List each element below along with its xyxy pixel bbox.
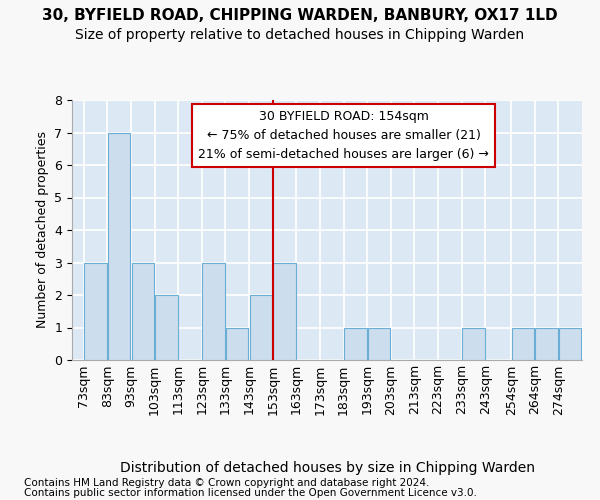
Text: 30, BYFIELD ROAD, CHIPPING WARDEN, BANBURY, OX17 1LD: 30, BYFIELD ROAD, CHIPPING WARDEN, BANBU… [42,8,558,22]
Bar [85,262,107,360]
Bar [155,295,178,360]
Bar [368,328,390,360]
Text: Contains HM Land Registry data © Crown copyright and database right 2024.: Contains HM Land Registry data © Crown c… [24,478,430,488]
Bar [344,328,367,360]
Y-axis label: Number of detached properties: Number of detached properties [36,132,49,328]
Bar [535,328,558,360]
Bar [512,328,534,360]
Bar [226,328,248,360]
Bar [559,328,581,360]
Text: Distribution of detached houses by size in Chipping Warden: Distribution of detached houses by size … [119,461,535,475]
Bar [273,262,296,360]
Bar [462,328,485,360]
Text: Contains public sector information licensed under the Open Government Licence v3: Contains public sector information licen… [24,488,477,498]
Text: 30 BYFIELD ROAD: 154sqm
← 75% of detached houses are smaller (21)
21% of semi-de: 30 BYFIELD ROAD: 154sqm ← 75% of detache… [198,110,489,161]
Text: Size of property relative to detached houses in Chipping Warden: Size of property relative to detached ho… [76,28,524,42]
Bar [202,262,225,360]
Bar [108,132,130,360]
Bar [131,262,154,360]
Bar [250,295,272,360]
